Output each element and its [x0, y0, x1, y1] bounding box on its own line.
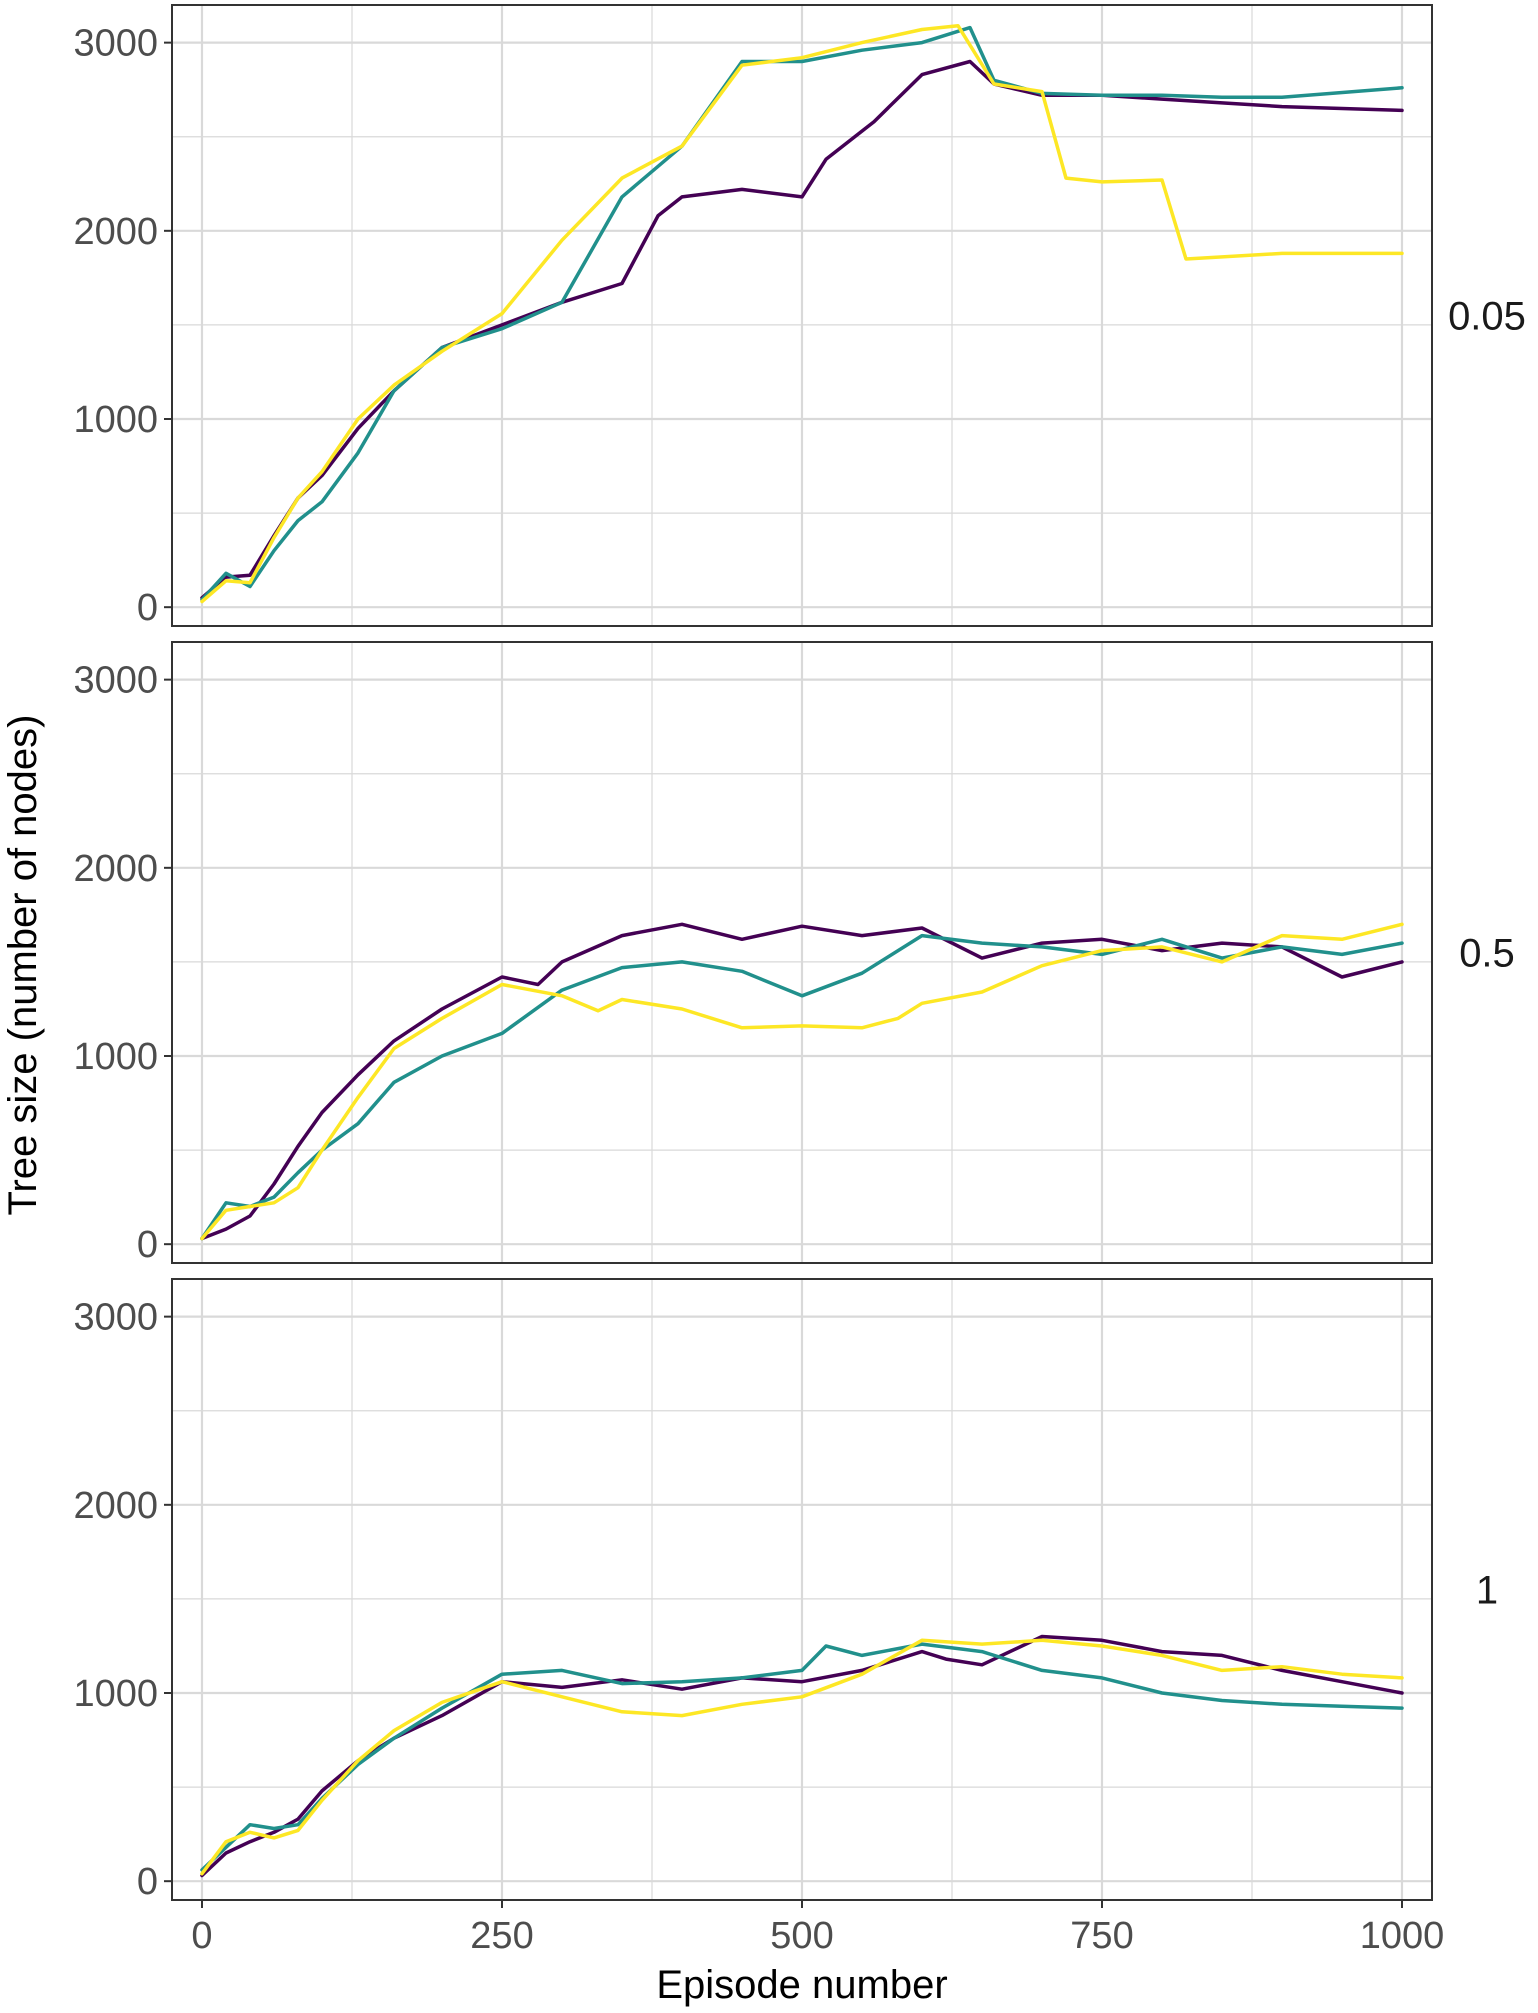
- series-line-2: [200, 1642, 1404, 1872]
- facet-label: 0.05: [1448, 295, 1526, 339]
- series-line-2: [200, 933, 1404, 1241]
- x-tick-label: 1000: [1360, 1915, 1445, 1957]
- y-tick-label: 2000: [73, 848, 158, 890]
- y-tick-label: 1000: [73, 399, 158, 441]
- gridlines: [172, 5, 1432, 626]
- x-tick-label: 250: [470, 1915, 533, 1957]
- panel-border: [171, 4, 1433, 627]
- y-tick-label: 2000: [73, 1485, 158, 1527]
- x-tick-label: 500: [770, 1915, 833, 1957]
- panel-3: 0 1000 2000 3000 1: [73, 1278, 1498, 1903]
- series-line-1: [200, 1634, 1404, 1878]
- panels-layer: 0 1000 2000 3000 0.05 0 1000 2000 3000 0.5 0 1000 20…: [73, 4, 1526, 1903]
- y-tick-label: 3000: [73, 660, 158, 702]
- y-tick-label: 2000: [73, 211, 158, 253]
- panel-1: 0 1000 2000 3000 0.05: [73, 4, 1526, 629]
- x-tick-label: 0: [191, 1915, 212, 1957]
- y-tick-label: 1000: [73, 1673, 158, 1715]
- y-tick-label: 3000: [73, 1297, 158, 1339]
- y-axis-title: Tree size (number of nodes): [1, 715, 45, 1216]
- gridlines: [172, 642, 1432, 1263]
- y-tick-label: 3000: [73, 23, 158, 65]
- gridlines: [172, 1279, 1432, 1900]
- series-line-3: [200, 23, 1404, 604]
- series-line-3: [200, 1638, 1404, 1876]
- y-tick-label: 0: [137, 587, 158, 629]
- y-tick-label: 0: [137, 1224, 158, 1266]
- x-tick-label: 750: [1070, 1915, 1133, 1957]
- facet-label: 0.5: [1459, 932, 1515, 976]
- facet-label: 1: [1476, 1569, 1498, 1613]
- panel-2: 0 1000 2000 3000 0.5: [73, 641, 1515, 1266]
- x-axis-title: Episode number: [656, 1963, 947, 2007]
- y-tick-label: 1000: [73, 1036, 158, 1078]
- series-line-3: [200, 922, 1404, 1241]
- panel-border: [171, 641, 1433, 1264]
- y-tick-label: 0: [137, 1861, 158, 1903]
- x-axis: 0 250 500 750 1000: [191, 1900, 1444, 1957]
